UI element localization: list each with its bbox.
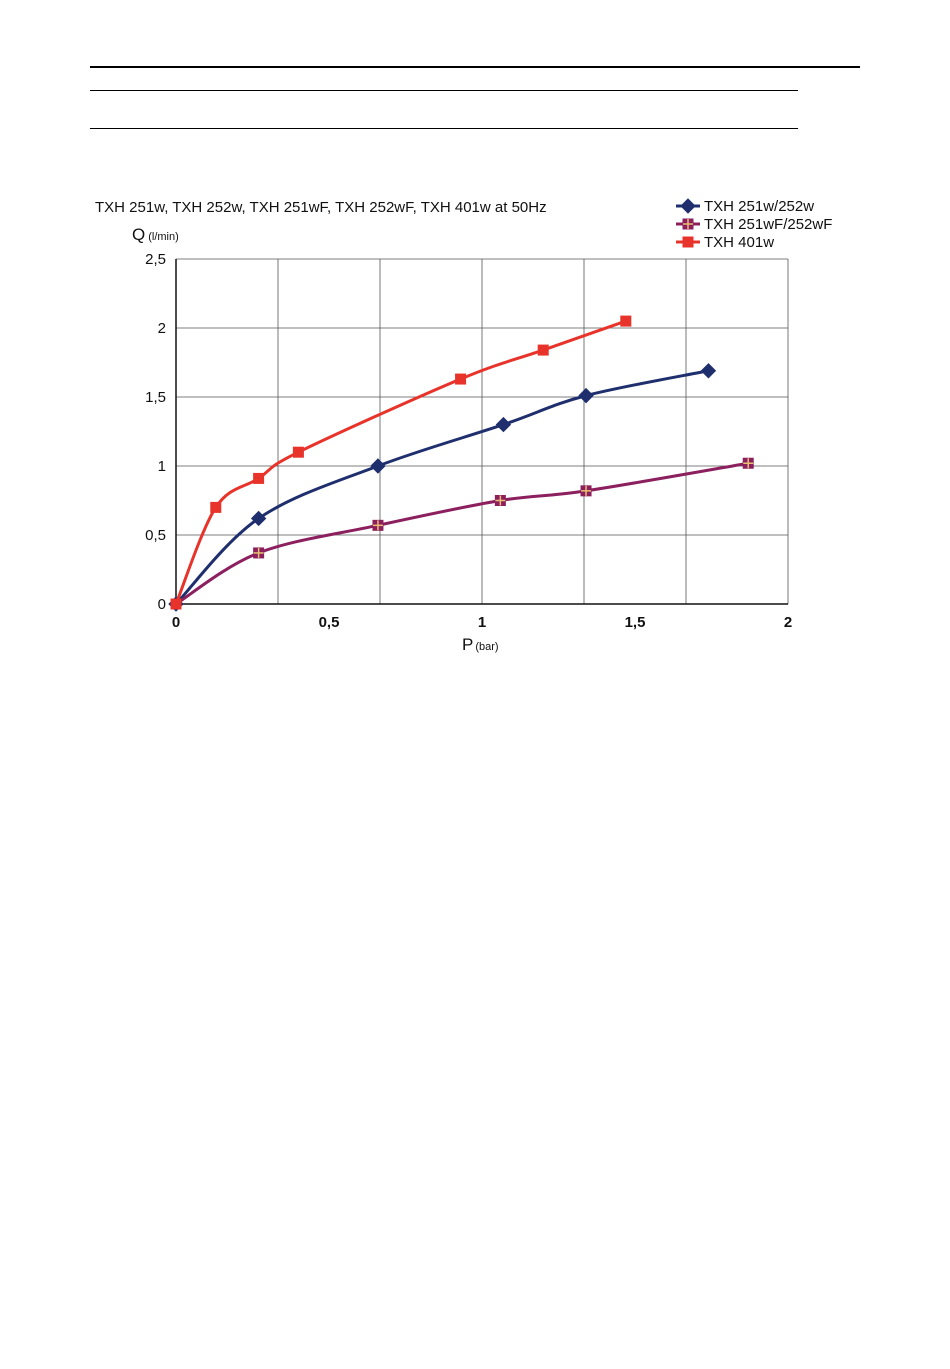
- series-group: [168, 315, 754, 612]
- data-point: [578, 387, 594, 404]
- series-3: [170, 315, 632, 610]
- legend-item: TXH 401w: [676, 234, 774, 251]
- axes: [175, 259, 788, 605]
- legend-marker: [680, 198, 696, 214]
- data-point: [292, 446, 304, 458]
- x-tick-label: 1: [478, 614, 486, 631]
- legend-marker: [682, 236, 694, 248]
- data-point: [700, 363, 717, 379]
- tick-labels: 0 0,5 1 1,5 2 0 0,5 1 1,5 2 2,5: [145, 251, 792, 631]
- x-axis-label: P (bar): [462, 635, 499, 654]
- x-tick-label: 0,5: [319, 614, 340, 631]
- data-point: [620, 315, 632, 327]
- data-point: [170, 598, 182, 610]
- series-1: [168, 363, 717, 612]
- y-tick-label: 0,5: [145, 527, 166, 544]
- header-rule-top: [90, 66, 860, 68]
- y-tick-label: 1: [158, 458, 166, 475]
- series-line: [174, 369, 709, 606]
- data-point: [370, 458, 386, 474]
- data-point: [253, 472, 265, 484]
- header-rule-bottom: [90, 128, 798, 129]
- header-rule-middle: [90, 90, 798, 91]
- x-tick-label: 2: [784, 614, 792, 631]
- legend-label: TXH 251w/252w: [704, 198, 814, 215]
- x-tick-label: 1,5: [625, 614, 646, 631]
- y-tick-label: 0: [158, 596, 166, 613]
- series-line: [175, 461, 749, 606]
- data-point: [537, 344, 549, 356]
- series-line: [174, 319, 627, 605]
- y-tick-label: 2,5: [145, 251, 166, 268]
- legend-label: TXH 401w: [704, 234, 774, 251]
- x-tick-label: 0: [172, 614, 180, 631]
- y-axis-label: Q (l/min): [132, 225, 179, 244]
- legend-item: TXH 251wF/252wF: [676, 216, 832, 233]
- legend-item: TXH 251w/252w: [676, 198, 814, 215]
- data-point: [455, 373, 467, 385]
- y-tick-label: 1,5: [145, 389, 166, 406]
- y-tick-label: 2: [158, 320, 166, 337]
- data-point: [210, 501, 222, 513]
- data-point: [250, 510, 267, 527]
- grid: [176, 258, 789, 604]
- data-point: [495, 416, 512, 433]
- chart-title: TXH 251w, TXH 252w, TXH 251wF, TXH 252wF…: [95, 199, 547, 216]
- legend-label: TXH 251wF/252wF: [704, 216, 832, 233]
